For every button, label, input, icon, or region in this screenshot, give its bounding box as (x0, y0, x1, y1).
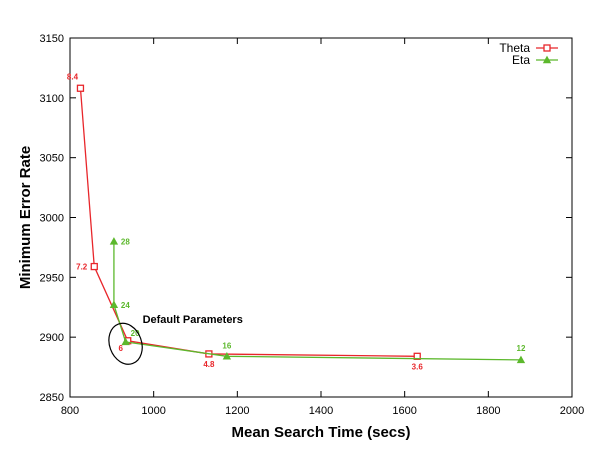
annotation-text: Default Parameters (143, 314, 243, 326)
data-point (76, 84, 85, 92)
y-tick-label: 3000 (40, 213, 64, 225)
data-label: 3.6 (412, 362, 424, 371)
data-point (516, 355, 526, 364)
series-line-theta (79, 88, 418, 357)
x-tick-label: 1800 (476, 405, 500, 417)
series-theta (76, 84, 421, 360)
data-label: 16 (222, 341, 231, 350)
annotation-ellipse (108, 322, 143, 365)
data-point (90, 262, 98, 271)
y-tick-label: 2950 (40, 272, 64, 284)
x-tick-label: 1000 (141, 405, 165, 417)
tick-labels: 800 1000 1200 1400 1600 1800 2000 2850 2900 2950 3… (40, 33, 585, 417)
data-label: 12 (517, 344, 526, 353)
point-labels: 8.4 7.2 6 4.8 3.6 28 24 20 16 12 (67, 72, 526, 371)
data-point (222, 351, 232, 360)
x-tick-label: 1400 (309, 405, 333, 417)
data-point (413, 352, 421, 360)
series-layer (76, 84, 526, 364)
legend-label: Theta (499, 41, 530, 55)
data-label: 24 (121, 301, 130, 310)
x-tick-label: 1600 (392, 405, 416, 417)
x-axis-label: Mean Search Time (secs) (232, 424, 411, 441)
data-point (109, 237, 119, 245)
axes-frame (69, 37, 573, 398)
series-line-eta (113, 241, 521, 361)
legend-label: Eta (512, 53, 530, 67)
series-eta (109, 237, 526, 364)
data-point (109, 300, 119, 309)
data-label: 8.4 (67, 72, 79, 81)
y-tick-label: 3150 (40, 33, 64, 45)
data-label: 6 (119, 344, 124, 353)
y-tick-label: 3050 (40, 153, 64, 165)
x-tick-label: 1200 (225, 405, 249, 417)
data-label: 20 (131, 329, 140, 338)
y-tick-label: 3100 (40, 93, 64, 105)
annotations: Default Parameters (108, 314, 243, 365)
data-point (121, 337, 130, 346)
y-axis-label: Minimum Error Rate (17, 146, 34, 289)
x-tick-label: 2000 (560, 405, 584, 417)
legend-marker (542, 55, 552, 64)
data-label: 4.8 (203, 360, 215, 369)
y-tick-label: 2900 (40, 332, 64, 344)
legend-marker (543, 44, 551, 52)
x-tick-label: 800 (61, 405, 79, 417)
y-tick-label: 2850 (40, 392, 64, 404)
data-label: 28 (121, 237, 130, 246)
data-label: 7.2 (76, 263, 88, 272)
